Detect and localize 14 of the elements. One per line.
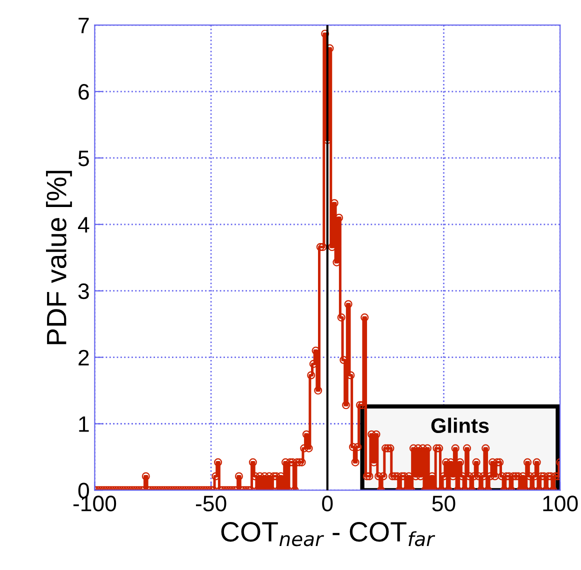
x-tick-label: -50 xyxy=(196,496,226,512)
x-tick-label: 100 xyxy=(543,496,578,512)
y-tick-label: 3 xyxy=(78,283,89,300)
y-tick-label: 1 xyxy=(79,416,89,432)
x-tick-label: 50 xyxy=(432,496,456,512)
x-tick-label: 0 xyxy=(322,496,333,512)
x-axis-title: COT$_{near}$ - COT$_{far}$ xyxy=(221,522,436,546)
y-tick-label: 4 xyxy=(78,217,90,232)
y-tick-label: 7 xyxy=(78,18,89,34)
y-tick-label: 6 xyxy=(78,84,89,100)
y-tick-label: 2 xyxy=(78,350,89,366)
band-label: Glints xyxy=(431,418,489,433)
y-axis-title: PDF value [%] xyxy=(46,170,72,344)
y-tick-label: 5 xyxy=(78,150,89,166)
